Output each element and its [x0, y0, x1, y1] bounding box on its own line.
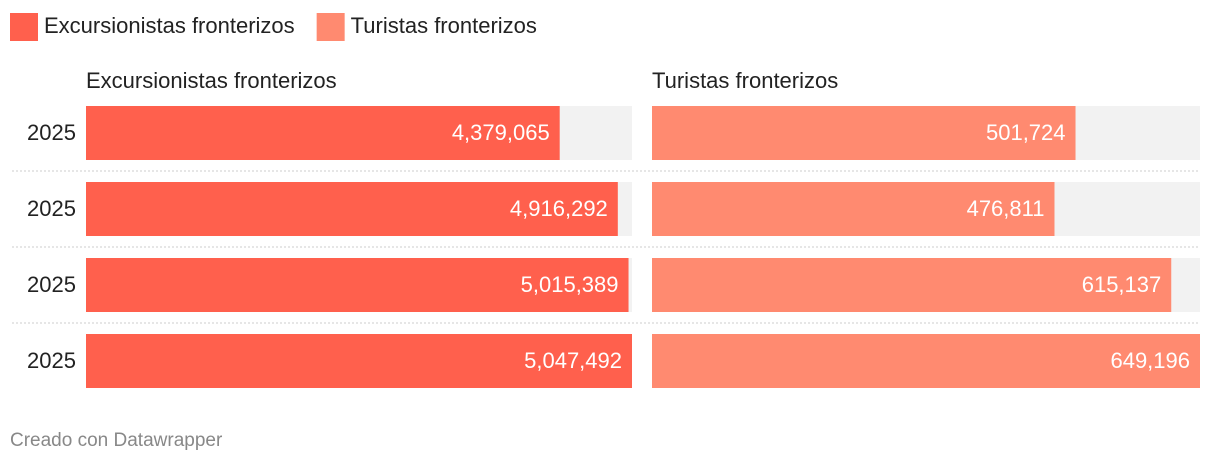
row-label: 2025: [27, 348, 76, 373]
bar: [652, 334, 1200, 388]
panel-title: Turistas fronterizos: [652, 68, 838, 93]
bar: [652, 182, 1055, 236]
row-label: 2025: [27, 196, 76, 221]
panel-title: Excursionistas fronterizos: [86, 68, 337, 93]
value-label: 501,724: [986, 120, 1066, 145]
legend-swatch: [10, 13, 38, 41]
bar: [86, 258, 629, 312]
legend-label: Turistas fronterizos: [351, 13, 537, 38]
value-label: 4,379,065: [452, 120, 550, 145]
bar: [86, 182, 618, 236]
row-label: 2025: [27, 272, 76, 297]
legend-label: Excursionistas fronterizos: [44, 13, 295, 38]
bar: [652, 258, 1172, 312]
row-label: 2025: [27, 120, 76, 145]
bar: [86, 106, 560, 160]
value-label: 615,137: [1082, 272, 1162, 297]
bar: [86, 334, 632, 388]
footer: Creado con Datawrapper: [10, 430, 223, 451]
value-label: 649,196: [1110, 348, 1190, 373]
value-label: 4,916,292: [510, 196, 608, 221]
value-label: 5,047,492: [524, 348, 622, 373]
value-label: 476,811: [967, 196, 1045, 221]
value-label: 5,015,389: [521, 272, 619, 297]
bar: [652, 106, 1076, 160]
legend-swatch: [316, 13, 345, 41]
